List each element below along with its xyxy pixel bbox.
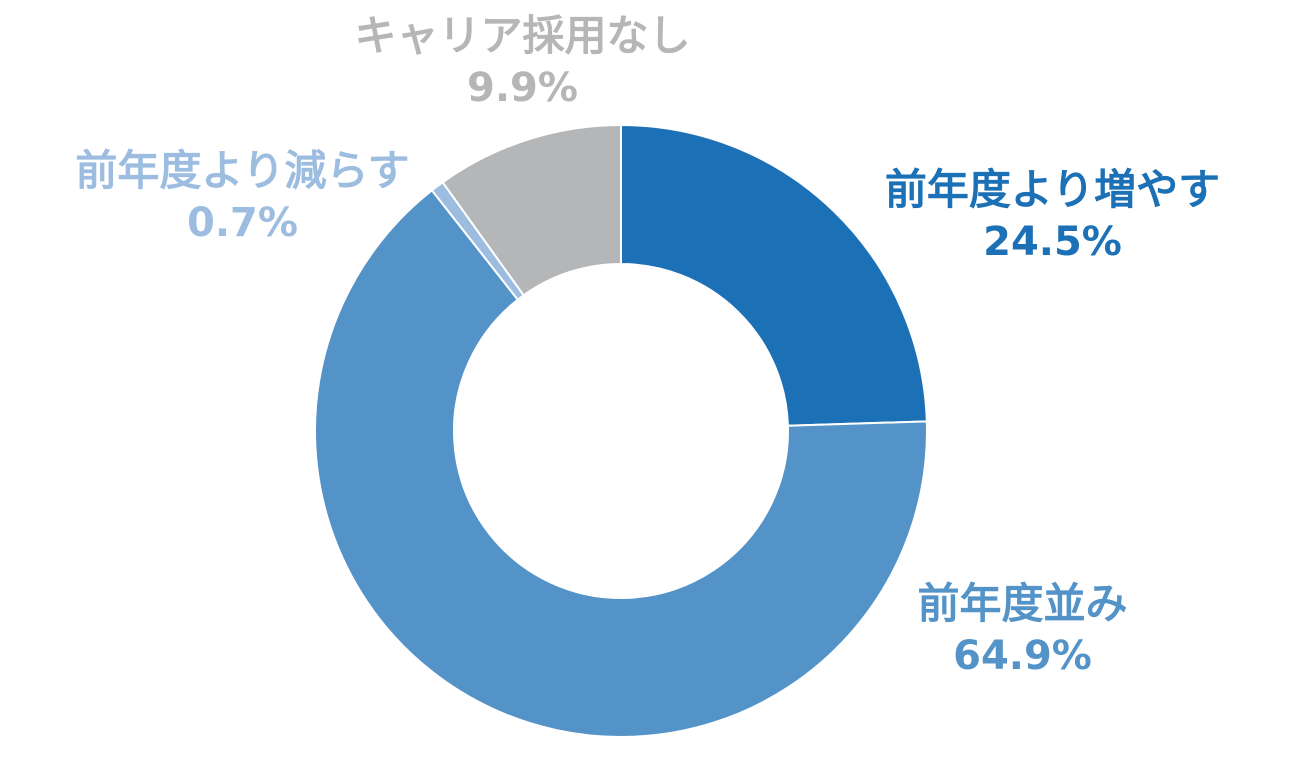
slice-name-increase: 前年度より増やす <box>884 165 1221 214</box>
slice-value-no-hiring: 9.9% <box>467 64 578 111</box>
slice-same <box>314 188 928 738</box>
slice-value-same: 64.9% <box>953 632 1092 679</box>
slice-name-decrease: 前年度より減らす <box>75 146 410 195</box>
slice-label-increase: 前年度より増やす 24.5% <box>850 164 1255 267</box>
slice-label-decrease: 前年度より減らす 0.7% <box>25 145 460 248</box>
slice-name-same: 前年度並み <box>917 579 1128 628</box>
slice-value-decrease: 0.7% <box>187 199 298 246</box>
slice-label-same: 前年度並み 64.9% <box>890 578 1155 681</box>
slice-increase <box>620 123 928 427</box>
slice-no-hiring <box>441 123 622 297</box>
slice-value-increase: 24.5% <box>983 218 1122 265</box>
slice-name-no-hiring: キャリア採用なし <box>354 11 691 60</box>
slice-label-no-hiring: キャリア採用なし 9.9% <box>300 10 745 113</box>
